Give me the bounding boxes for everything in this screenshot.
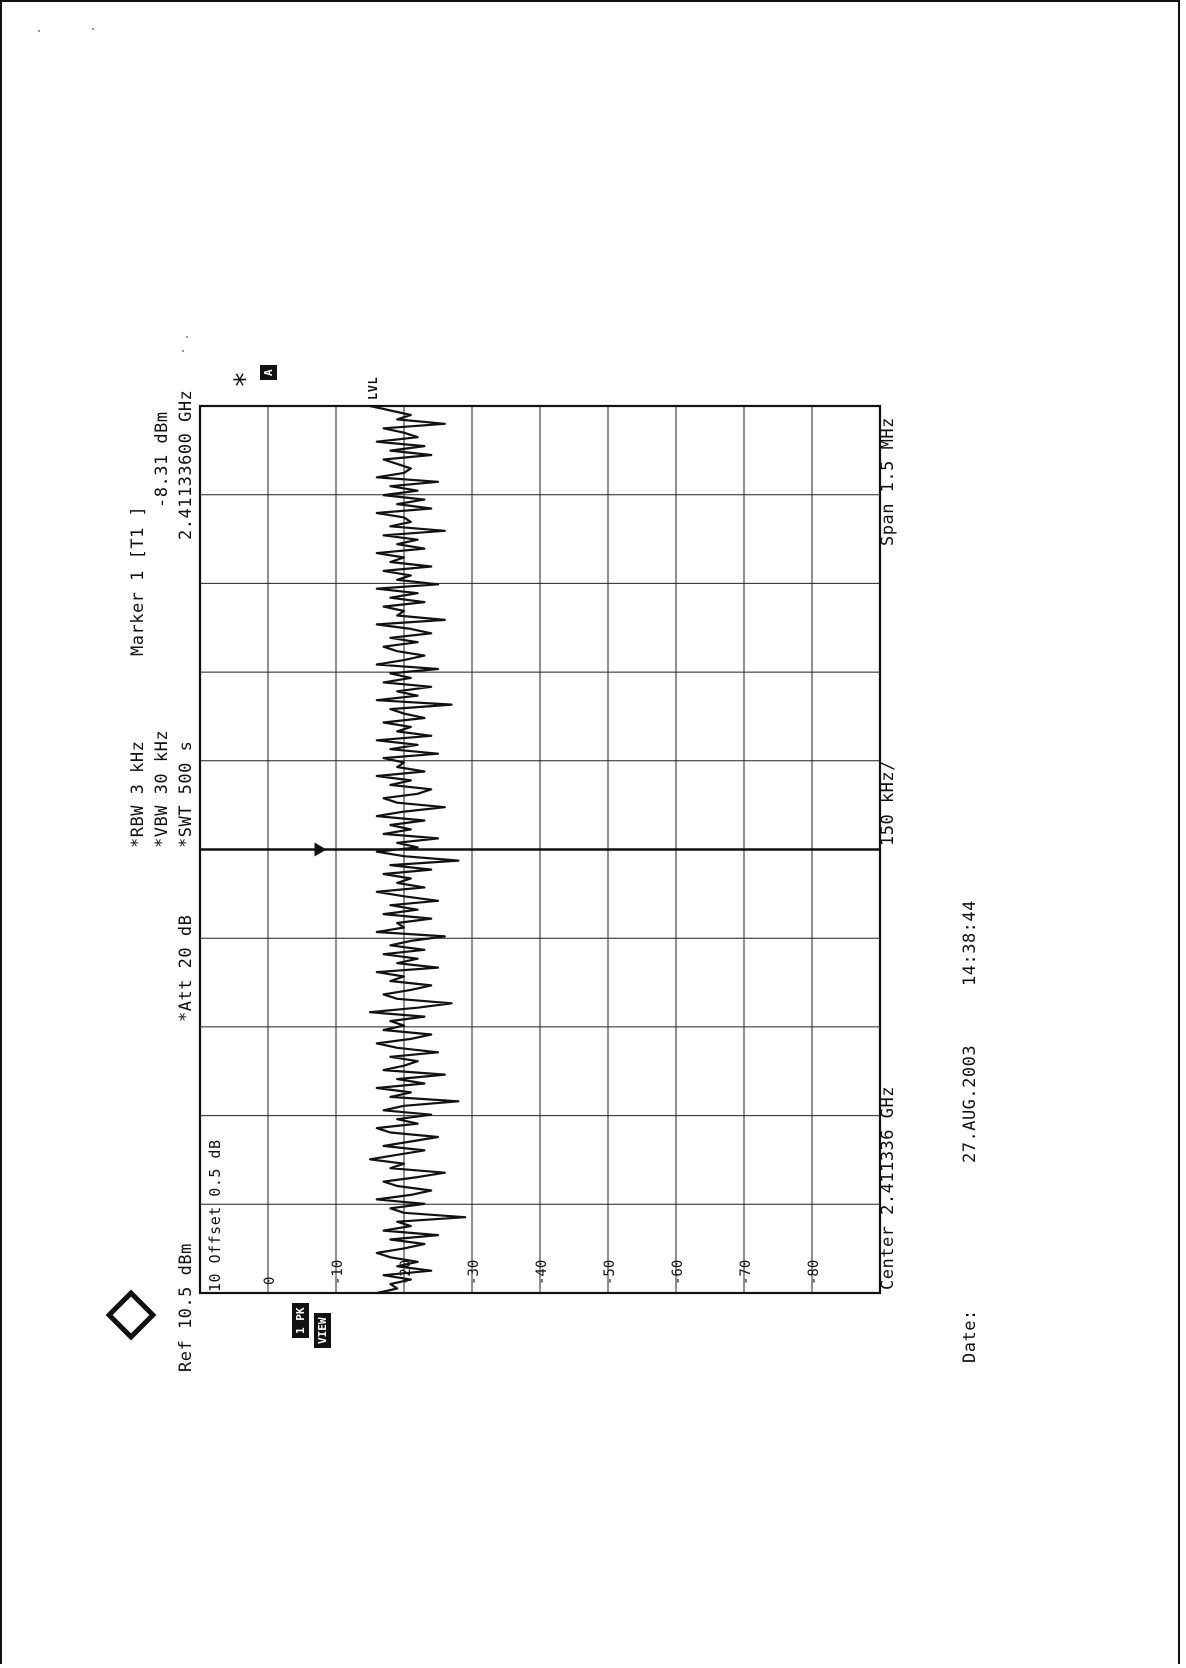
marker-layer: [200, 842, 880, 857]
rs-logo: [105, 1289, 157, 1341]
scan-speck: [92, 28, 94, 30]
date-label: Date:: [960, 1309, 980, 1363]
star-indicator: *: [228, 370, 261, 388]
marker-triangle: [314, 842, 327, 857]
trace-a-badge: A: [260, 365, 277, 380]
per-division: 150 kHz/: [878, 760, 898, 846]
swt-setting: *SWT 500 s: [176, 740, 196, 848]
offset-label: 10 Offset 0.5 dB: [206, 1139, 224, 1293]
y-tick-label: -60: [670, 1260, 686, 1285]
y-tick-label: -80: [806, 1260, 822, 1285]
y-tick-label: -30: [466, 1260, 482, 1285]
rbw-setting: *RBW 3 kHz: [128, 740, 148, 848]
y-axis-ticks: 0 -10 -20 -30 -40 -50 -60 -70 -80: [262, 1260, 822, 1285]
reference-level: Ref 10.5 dBm: [176, 1243, 196, 1372]
center-frequency: Center 2.411336 GHz: [878, 1086, 898, 1290]
scan-speck: [186, 336, 188, 338]
y-tick-label: -10: [330, 1260, 346, 1285]
scan-speck: [182, 350, 184, 352]
y-tick-label: -50: [602, 1260, 618, 1285]
view-badge: VIEW: [314, 1313, 331, 1348]
y-tick-label: 0: [262, 1277, 278, 1285]
span-setting: Span 1.5 MHz: [878, 417, 898, 546]
date-value: 27.AUG.2003: [960, 1044, 980, 1163]
y-tick-label: -70: [738, 1260, 754, 1285]
pk-badge: 1 PK: [292, 1303, 309, 1338]
scan-speck: [38, 30, 40, 32]
attenuation: *Att 20 dB: [176, 914, 196, 1022]
marker-title: Marker 1 [T1 ]: [128, 505, 148, 656]
marker-frequency: 2.41133600 GHz: [176, 389, 196, 540]
vbw-setting: *VBW 30 kHz: [152, 729, 172, 848]
marker-level: -8.31 dBm: [152, 411, 172, 508]
time-value: 14:38:44: [960, 900, 980, 986]
y-tick-label: -40: [534, 1260, 550, 1285]
lvl-label: LVL: [366, 376, 380, 400]
chart-grid: [198, 404, 882, 1295]
